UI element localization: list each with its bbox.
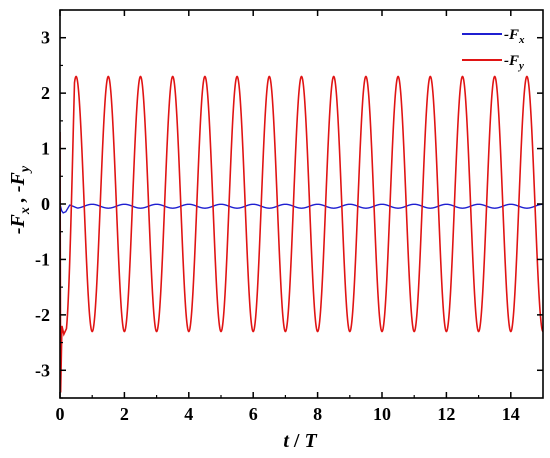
legend: -Fx -Fy [462,27,525,72]
x-tick-label: 8 [313,404,322,424]
series-line-fy [60,75,543,393]
x-tick-label: 6 [249,404,258,424]
y-tick-label: -1 [35,249,50,269]
x-tick-label: 14 [502,404,520,424]
y-tick-label: 1 [41,139,50,159]
y-tick-label: -3 [35,360,50,380]
y-tick-label: -2 [35,305,50,325]
x-tick-label: 10 [373,404,391,424]
legend-label-fx: -Fx [504,27,525,46]
y-axis-title: -Fx , -Fy [7,165,33,234]
x-axis-title: t / T [283,430,317,452]
x-tick-label: 4 [184,404,193,424]
y-tick-label: 3 [41,28,50,48]
y-axis-title-text: -Fx , -Fy [7,165,33,234]
legend-label-fy: -Fy [504,53,524,72]
x-tick-label: 2 [120,404,129,424]
x-axis-title-text: t / T [283,430,317,452]
x-tick-label: 0 [56,404,65,424]
y-tick-label: 0 [41,194,50,214]
y-tick-label: 2 [41,83,50,103]
x-tick-label: 12 [437,404,455,424]
series-layer [60,75,543,393]
plot-frame [59,9,544,399]
